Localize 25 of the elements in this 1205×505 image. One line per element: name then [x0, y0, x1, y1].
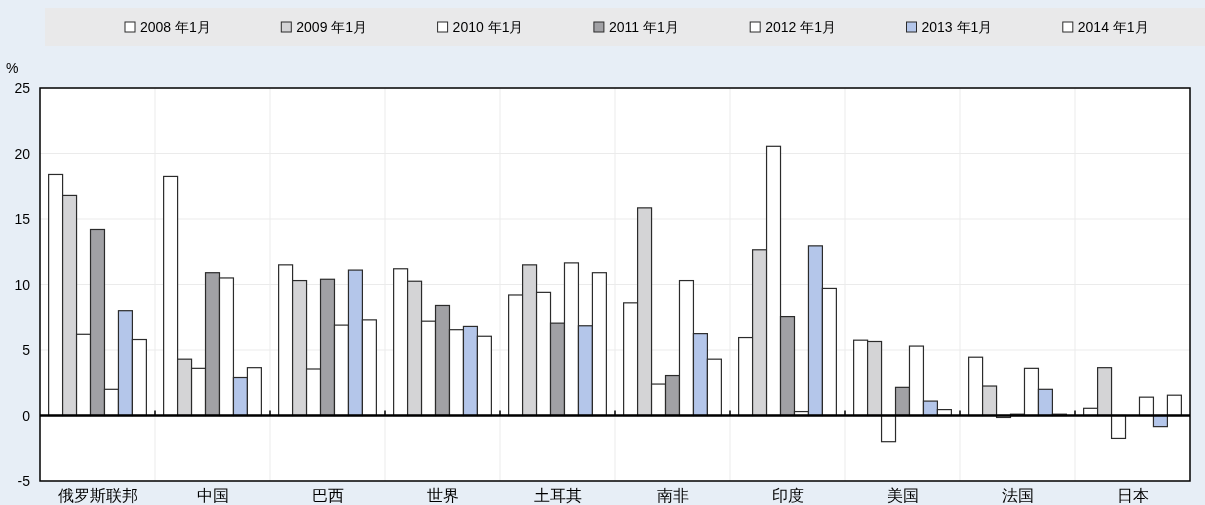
category: 法国	[1001, 486, 1034, 504]
ytick: 10	[14, 276, 30, 293]
category: 日本	[1116, 486, 1149, 504]
category: 世界	[426, 486, 459, 504]
category: 中国	[196, 486, 229, 504]
category: 美国	[886, 486, 919, 504]
legend-label: 2008 年1月	[140, 19, 211, 35]
ytick: 15	[14, 211, 30, 227]
category: 印度	[771, 486, 804, 504]
ytick: 20	[14, 145, 30, 162]
ytick: 0	[22, 407, 30, 424]
ytick: -5	[17, 473, 30, 489]
ytick: 25	[14, 80, 30, 96]
category: 土耳其	[533, 486, 582, 504]
ytick: 5	[22, 342, 30, 358]
ylabel: %	[6, 60, 19, 76]
legend-label: 2013 年1月	[921, 19, 993, 35]
legend-label: 2012 年1月	[765, 19, 837, 35]
category: 南非	[656, 486, 689, 504]
legend-label: 2009 年1月	[296, 19, 368, 35]
legend-label: 2014 年1月	[1077, 19, 1149, 35]
legend-label: 2011 年1月	[608, 19, 679, 35]
legend-label: 2010 年1月	[452, 19, 524, 35]
category: 巴西	[311, 486, 344, 504]
category: 俄罗斯联邦	[57, 486, 138, 504]
